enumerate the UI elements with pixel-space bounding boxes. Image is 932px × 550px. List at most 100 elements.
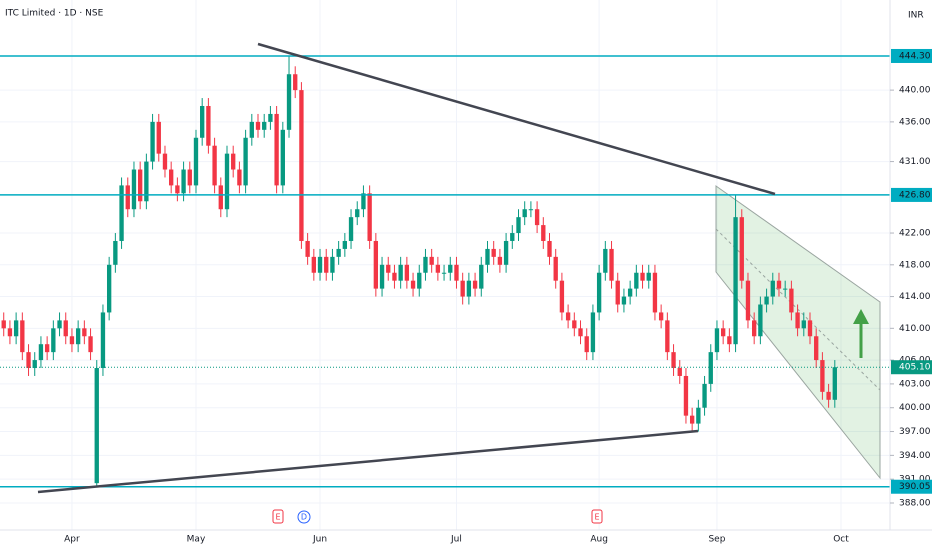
- candle-body: [584, 336, 589, 353]
- candle-body: [113, 240, 118, 265]
- x-tick-label: May: [187, 535, 206, 545]
- candle-body: [758, 304, 763, 337]
- candle-body: [752, 320, 757, 337]
- candle-body: [293, 74, 298, 91]
- candle-body: [162, 153, 168, 170]
- y-tick-label: 388.00: [899, 499, 931, 509]
- candle-body: [131, 169, 137, 210]
- candle-body: [541, 225, 546, 241]
- candle-body: [423, 256, 428, 273]
- candle-body: [776, 280, 782, 289]
- candle-body: [727, 336, 732, 345]
- candle-body: [770, 280, 775, 297]
- y-tick-label: 391.00: [899, 475, 931, 485]
- candle-body: [578, 328, 583, 337]
- candle-body: [63, 320, 68, 337]
- candle-body: [565, 312, 571, 321]
- candle-body: [696, 407, 701, 424]
- candle-body: [801, 320, 806, 329]
- candle-body: [814, 336, 819, 361]
- candle-body: [764, 296, 769, 305]
- candle-body: [417, 272, 422, 289]
- candle-body: [305, 240, 310, 257]
- candle-body: [820, 360, 825, 392]
- x-tick-label: Aug: [590, 535, 608, 545]
- candle-body: [479, 264, 484, 289]
- candle-body: [783, 288, 788, 290]
- candle-body: [243, 137, 248, 186]
- axes: 440.00 436.00 431.00 422.00 418.00 414.00 410.…: [64, 48, 932, 545]
- candle-body: [559, 280, 565, 313]
- x-tick-label: Jun: [312, 535, 327, 545]
- candle-body: [516, 217, 521, 234]
- candle-body: [373, 240, 379, 289]
- candle-body: [485, 248, 490, 265]
- candle-body: [26, 352, 31, 369]
- candle-body: [435, 264, 441, 273]
- price-label: 426.80: [899, 190, 931, 200]
- currency: INR: [908, 11, 924, 21]
- candle-body: [652, 272, 658, 313]
- candle-body: [330, 256, 335, 273]
- candle-body: [472, 280, 478, 289]
- candle-body: [708, 352, 713, 384]
- y-tick-label: 397.00: [899, 427, 931, 437]
- candle-body: [249, 121, 254, 138]
- candle-body: [689, 415, 695, 424]
- candle-body: [94, 368, 99, 484]
- candle-body: [224, 153, 230, 210]
- candle-body: [38, 344, 44, 361]
- candle-body: [13, 320, 19, 337]
- candle-body: [590, 312, 596, 353]
- candle-body: [200, 106, 205, 138]
- x-tick-label: Apr: [64, 535, 80, 545]
- y-tick-label: 414.00: [899, 292, 931, 302]
- candle-body: [448, 264, 453, 273]
- candle-body: [621, 296, 627, 305]
- y-tick-label: 431.00: [899, 157, 931, 167]
- candle-body: [739, 217, 744, 281]
- candle-body: [528, 209, 534, 211]
- y-tick-label: 418.00: [899, 260, 931, 270]
- candle-body: [795, 312, 800, 329]
- candle-body: [609, 248, 614, 281]
- candle-body: [169, 169, 174, 186]
- trend-line: [37, 429, 699, 494]
- candle-body: [603, 248, 608, 273]
- candle-body: [497, 256, 503, 265]
- event-label: E: [594, 513, 599, 522]
- candle-body: [720, 328, 726, 337]
- candle-body: [125, 185, 130, 210]
- arrow: [853, 309, 869, 358]
- candle-body: [665, 320, 670, 353]
- candle-body: [218, 185, 223, 210]
- candle-body: [51, 328, 56, 353]
- candle-body: [88, 336, 93, 353]
- candle-body: [547, 240, 552, 257]
- candle-body: [733, 217, 738, 345]
- y-tick-label: 440.00: [899, 86, 931, 96]
- y-tick-label: 400.00: [899, 403, 931, 413]
- y-tick-label: 394.00: [899, 451, 931, 461]
- x-tick-label: Sep: [708, 535, 725, 545]
- candle-body: [317, 256, 323, 273]
- candle-body: [324, 256, 329, 273]
- candle-body: [268, 113, 273, 122]
- price-badge: [891, 187, 932, 202]
- event-badge: [272, 509, 284, 524]
- candle-body: [32, 360, 37, 369]
- candle-body: [807, 320, 813, 337]
- candle-body: [7, 328, 13, 337]
- candle-body: [522, 209, 527, 218]
- candle-body: [20, 320, 25, 353]
- candle-body: [299, 90, 304, 241]
- candle-body: [627, 288, 633, 297]
- candle-body: [1, 320, 6, 329]
- candle-body: [503, 240, 509, 265]
- candle-body: [491, 248, 496, 257]
- candle-body: [553, 256, 558, 281]
- candle-body: [187, 169, 192, 186]
- y-tick-label: 436.00: [899, 117, 931, 127]
- x-tick-label: Oct: [833, 535, 849, 545]
